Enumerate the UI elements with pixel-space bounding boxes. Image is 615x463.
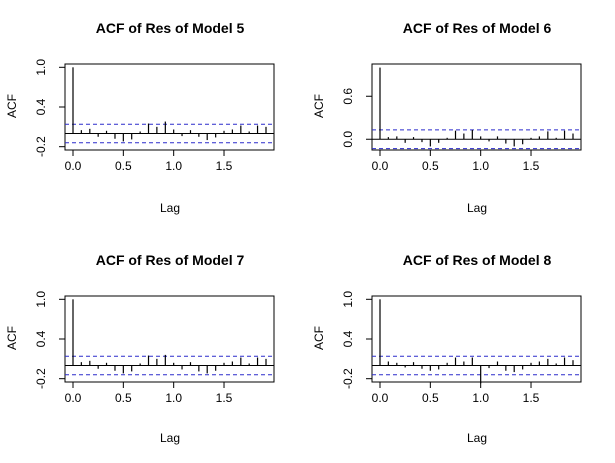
y-axis-label: ACF [312, 326, 326, 350]
x-tick-label: 1.5 [216, 391, 233, 405]
acf-panel-model-6: ACF of Res of Model 6 Lag ACF 0.0 0.5 1.0 1… [312, 20, 582, 215]
y-tick-label: 0.6 [341, 88, 355, 105]
acf-panel-model-8: ACF of Res of Model 8 Lag ACF 0.0 0.5 1.0 1… [312, 252, 582, 445]
acf-panel-model-5: ACF of Res of Model 5 Lag ACF 0.0 0.5 1.0 1… [5, 20, 275, 215]
y-tick-label: 0.4 [341, 330, 355, 347]
plot-frame [371, 63, 582, 151]
x-tick-label: 0.5 [115, 391, 132, 405]
x-tick-label: 0.0 [372, 159, 389, 173]
y-tick-label: -0.2 [34, 136, 48, 157]
x-tick-label: 0.5 [422, 159, 439, 173]
panel-title: ACF of Res of Model 8 [403, 252, 552, 268]
x-tick-label: 0.0 [65, 159, 82, 173]
x-tick-label: 0.0 [372, 391, 389, 405]
y-tick-label: 0.4 [34, 98, 48, 115]
x-tick-label: 1.0 [165, 391, 182, 405]
y-axis-label: ACF [5, 94, 19, 118]
x-tick-label: 1.0 [472, 159, 489, 173]
x-tick-label: 0.5 [115, 159, 132, 173]
acf-panel-model-7: ACF of Res of Model 7 Lag ACF 0.0 0.5 1.0 1… [5, 252, 275, 445]
x-tick-label: 0.5 [422, 391, 439, 405]
x-axis-label: Lag [467, 201, 487, 215]
x-axis-label: Lag [160, 201, 180, 215]
y-tick-label: 0.4 [34, 330, 48, 347]
panel-title: ACF of Res of Model 7 [96, 252, 245, 268]
x-tick-label: 1.5 [523, 391, 540, 405]
x-tick-label: 1.0 [165, 159, 182, 173]
x-tick-label: 0.0 [65, 391, 82, 405]
y-tick-label: 1.0 [34, 59, 48, 76]
y-axis-label: ACF [312, 94, 326, 118]
x-axis-label: Lag [160, 431, 180, 445]
y-axis-label: ACF [5, 326, 19, 350]
panel-title: ACF of Res of Model 5 [96, 20, 245, 36]
x-tick-label: 1.5 [523, 159, 540, 173]
y-tick-label: -0.2 [341, 368, 355, 389]
x-tick-label: 1.5 [216, 159, 233, 173]
y-tick-label: -0.2 [34, 368, 48, 389]
y-tick-label: 0.0 [341, 131, 355, 148]
x-axis-label: Lag [467, 431, 487, 445]
y-tick-label: 1.0 [34, 291, 48, 308]
panel-title: ACF of Res of Model 6 [403, 20, 552, 36]
x-tick-label: 1.0 [472, 391, 489, 405]
y-tick-label: 1.0 [341, 291, 355, 308]
